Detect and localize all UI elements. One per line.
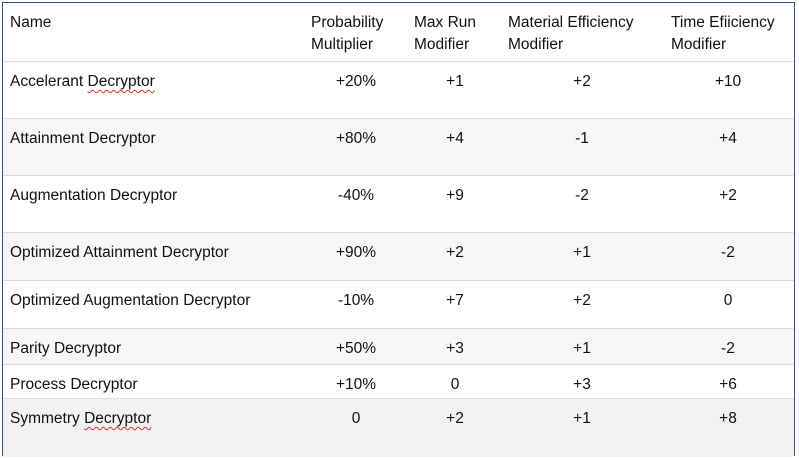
table-row: Symmetry Decryptor 0 +2 +1 +8 [3, 399, 794, 457]
cell-time-efficiency-modifier: -2 [721, 244, 735, 261]
name-last: Decryptor [87, 73, 155, 90]
cell-material-efficiency-modifier: +2 [573, 73, 591, 90]
name-last: Decryptor [161, 244, 229, 261]
table-header-row: Name Probability Multiplier Max Run Modifi… [3, 3, 794, 62]
header-line: Probability [311, 14, 384, 31]
cell-material-efficiency-modifier: +1 [573, 340, 591, 357]
cell-probability-multiplier: +50% [335, 340, 377, 357]
header-name-text: Name [10, 14, 52, 31]
cell-name: Augmentation Decryptor [10, 185, 177, 207]
cell-name: Optimized Augmentation Decryptor [10, 290, 250, 312]
cell-material-efficiency-modifier: -1 [575, 130, 589, 147]
header-line: Max Run [414, 14, 477, 31]
cell-probability-multiplier: +90% [335, 244, 377, 261]
header-line: Time Efiiciency [671, 14, 775, 31]
cell-time-efficiency-modifier: +6 [719, 376, 737, 393]
table-row: Parity Decryptor +50% +3 +1 -2 [3, 329, 794, 365]
cell-probability-multiplier: +80% [335, 130, 377, 147]
name-last: Decryptor [109, 187, 178, 204]
cell-max-run-modifier: 0 [450, 376, 460, 393]
cell-name: Symmetry Decryptor [10, 408, 151, 430]
table-row: Process Decryptor +10% 0 +3 +6 [3, 365, 794, 399]
header-line: Modifier [671, 36, 727, 53]
header-line: Modifier [508, 36, 564, 53]
cell-probability-multiplier: +10% [335, 376, 377, 393]
cell-time-efficiency-modifier: +2 [719, 187, 737, 204]
cell-time-efficiency-modifier: +10 [714, 73, 742, 90]
name-last: Decryptor [84, 410, 152, 427]
table-row: Optimized Augmentation Decryptor -10% +7 +2… [3, 281, 794, 329]
header-max-run-modifier: Max Run Modifier [414, 12, 506, 56]
cell-probability-multiplier: -10% [337, 292, 375, 309]
header-line: Multiplier [311, 36, 374, 53]
cell-probability-multiplier: -40% [337, 187, 375, 204]
name-last: Decryptor [183, 292, 251, 309]
name-first: Optimized Attainment [10, 244, 158, 261]
cell-name: Attainment Decryptor [10, 128, 156, 150]
cell-max-run-modifier: +3 [446, 340, 464, 357]
cell-material-efficiency-modifier: +3 [573, 376, 591, 393]
header-time-efficiency-modifier: Time Efiiciency Modifier [671, 12, 799, 56]
name-first: Parity [10, 340, 50, 357]
cell-material-efficiency-modifier: +2 [573, 292, 591, 309]
table-row: Attainment Decryptor +80% +4 -1 +4 [3, 119, 794, 176]
name-first: Optimized Augmentation [10, 292, 179, 309]
cell-time-efficiency-modifier: -2 [721, 340, 735, 357]
cell-name: Process Decryptor [10, 374, 138, 396]
name-first: Augmentation [10, 187, 106, 204]
cell-material-efficiency-modifier: -2 [575, 187, 589, 204]
header-probability-multiplier: Probability Multiplier [311, 12, 417, 56]
name-first: Process [10, 376, 66, 393]
cell-max-run-modifier: +7 [446, 292, 464, 309]
name-first: Accelerant [10, 73, 84, 90]
name-last: Decryptor [88, 130, 156, 147]
table-row: Augmentation Decryptor -40% +9 -2 +2 [3, 176, 794, 233]
cell-name: Parity Decryptor [10, 338, 121, 360]
cell-max-run-modifier: +4 [446, 130, 464, 147]
cell-max-run-modifier: +2 [446, 410, 464, 427]
header-line: Modifier [414, 36, 470, 53]
cell-max-run-modifier: +1 [446, 73, 464, 90]
cell-time-efficiency-modifier: +4 [719, 130, 737, 147]
header-line: Material Efficiency [508, 14, 634, 31]
cell-material-efficiency-modifier: +1 [573, 244, 591, 261]
header-name: Name [10, 12, 51, 34]
cell-name: Accelerant Decryptor [10, 71, 155, 93]
name-last: Decryptor [53, 340, 122, 357]
cell-max-run-modifier: +9 [446, 187, 464, 204]
cell-max-run-modifier: +2 [446, 244, 464, 261]
name-last: Decryptor [70, 376, 138, 393]
cell-time-efficiency-modifier: +8 [719, 410, 737, 427]
name-first: Attainment [10, 130, 85, 147]
table-row: Accelerant Decryptor +20% +1 +2 +10 [3, 62, 794, 119]
cell-name: Optimized Attainment Decryptor [10, 242, 229, 264]
name-first: Symmetry [10, 410, 80, 427]
cell-probability-multiplier: +20% [335, 73, 377, 90]
cell-material-efficiency-modifier: +1 [573, 410, 591, 427]
cell-probability-multiplier: 0 [351, 410, 361, 427]
header-material-efficiency-modifier: Material Efficiency Modifier [508, 12, 670, 56]
table-row: Optimized Attainment Decryptor +90% +2 +1 -2 [3, 233, 794, 281]
cell-time-efficiency-modifier: 0 [723, 292, 733, 309]
